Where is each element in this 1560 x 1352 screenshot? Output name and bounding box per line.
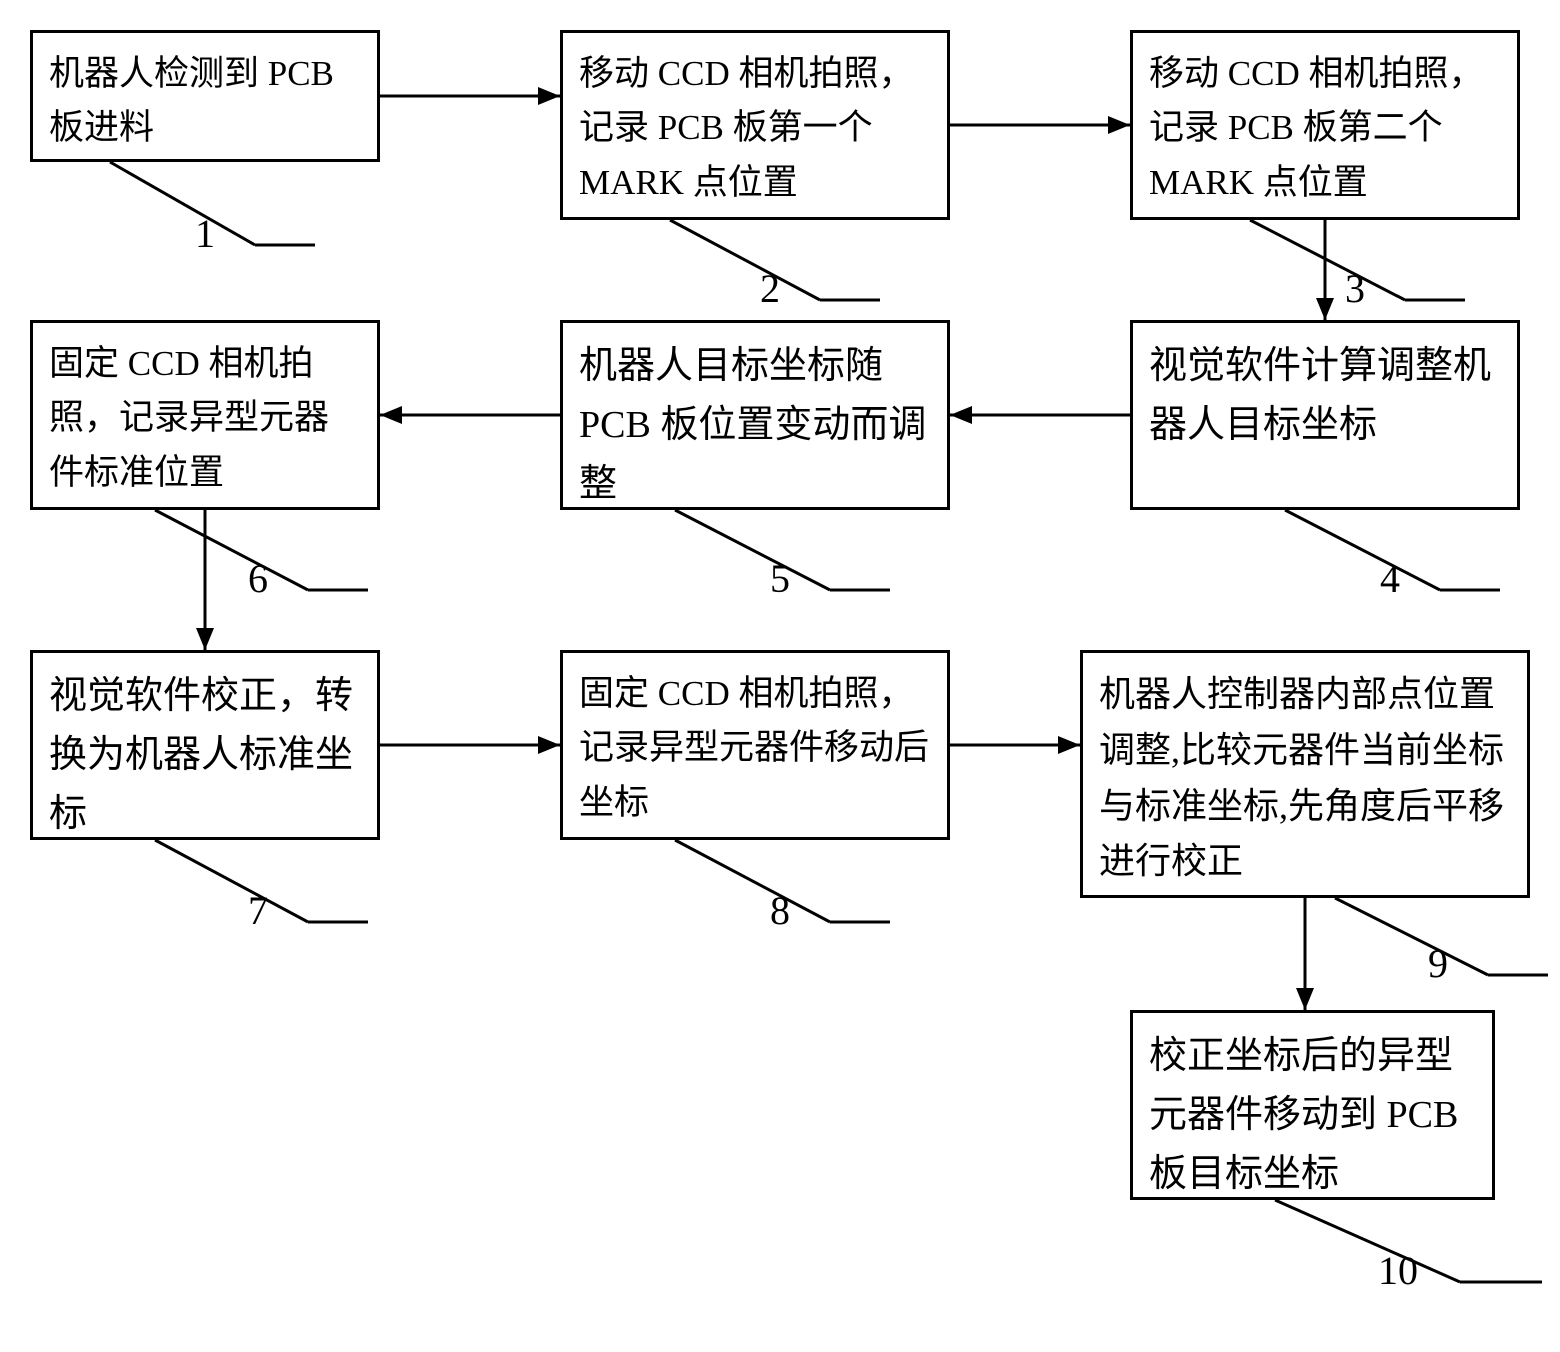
- flowchart-arrowhead: [196, 628, 214, 650]
- label-leader-line: [1335, 898, 1488, 975]
- flowchart-node-3: 移动 CCD 相机拍照，记录 PCB 板第二个 MARK 点位置: [1130, 30, 1520, 220]
- flowchart-arrowhead: [1108, 116, 1130, 134]
- flowchart-arrowhead: [1058, 736, 1080, 754]
- label-leader-line: [155, 840, 308, 922]
- node-number-label: 6: [248, 555, 268, 602]
- flowchart-node-10: 校正坐标后的异型元器件移动到 PCB 板目标坐标: [1130, 1010, 1495, 1200]
- flowchart-node-text: 视觉软件校正，转换为机器人标准坐标: [49, 667, 361, 844]
- label-leader-line: [1285, 510, 1440, 590]
- flowchart-node-text: 移动 CCD 相机拍照，记录 PCB 板第二个 MARK 点位置: [1149, 47, 1501, 210]
- flowchart-arrowhead: [380, 406, 402, 424]
- node-number-label: 9: [1428, 940, 1448, 987]
- flowchart-node-6: 固定 CCD 相机拍照，记录异型元器件标准位置: [30, 320, 380, 510]
- flowchart-node-1: 机器人检测到 PCB 板进料: [30, 30, 380, 162]
- node-number-label: 1: [195, 210, 215, 257]
- flowchart-arrowhead: [538, 736, 560, 754]
- flowchart-node-text: 视觉软件计算调整机器人目标坐标: [1149, 337, 1501, 455]
- flowchart-node-4: 视觉软件计算调整机器人目标坐标: [1130, 320, 1520, 510]
- node-number-label: 2: [760, 265, 780, 312]
- node-number-label: 3: [1345, 265, 1365, 312]
- flowchart-node-8: 固定 CCD 相机拍照，记录异型元器件移动后坐标: [560, 650, 950, 840]
- flowchart-node-text: 固定 CCD 相机拍照，记录异型元器件移动后坐标: [579, 667, 931, 830]
- flowchart-node-text: 机器人控制器内部点位置调整,比较元器件当前坐标与标准坐标,先角度后平移进行校正: [1099, 667, 1511, 890]
- flowchart-arrowhead: [538, 87, 560, 105]
- flowchart-node-2: 移动 CCD 相机拍照，记录 PCB 板第一个 MARK 点位置: [560, 30, 950, 220]
- flowchart-node-5: 机器人目标坐标随 PCB 板位置变动而调整: [560, 320, 950, 510]
- node-number-label: 4: [1380, 555, 1400, 602]
- node-number-label: 10: [1378, 1247, 1418, 1294]
- flowchart-arrowhead: [950, 406, 972, 424]
- flowchart-node-text: 校正坐标后的异型元器件移动到 PCB 板目标坐标: [1149, 1027, 1476, 1204]
- flowchart-node-text: 移动 CCD 相机拍照，记录 PCB 板第一个 MARK 点位置: [579, 47, 931, 210]
- label-leader-line: [155, 510, 308, 590]
- flowchart-node-text: 机器人检测到 PCB 板进料: [49, 47, 361, 156]
- node-number-label: 8: [770, 887, 790, 934]
- node-number-label: 7: [248, 887, 268, 934]
- flowchart-node-text: 固定 CCD 相机拍照，记录异型元器件标准位置: [49, 337, 361, 500]
- flowchart-node-text: 机器人目标坐标随 PCB 板位置变动而调整: [579, 337, 931, 514]
- label-leader-line: [675, 840, 830, 922]
- flowchart-node-7: 视觉软件校正，转换为机器人标准坐标: [30, 650, 380, 840]
- node-number-label: 5: [770, 555, 790, 602]
- label-leader-line: [110, 162, 255, 245]
- label-leader-line: [1250, 220, 1405, 300]
- label-leader-line: [1275, 1200, 1460, 1282]
- label-leader-line: [675, 510, 830, 590]
- flowchart-node-9: 机器人控制器内部点位置调整,比较元器件当前坐标与标准坐标,先角度后平移进行校正: [1080, 650, 1530, 898]
- flowchart-arrowhead: [1296, 988, 1314, 1010]
- flowchart-arrowhead: [1316, 298, 1334, 320]
- label-leader-line: [670, 220, 820, 300]
